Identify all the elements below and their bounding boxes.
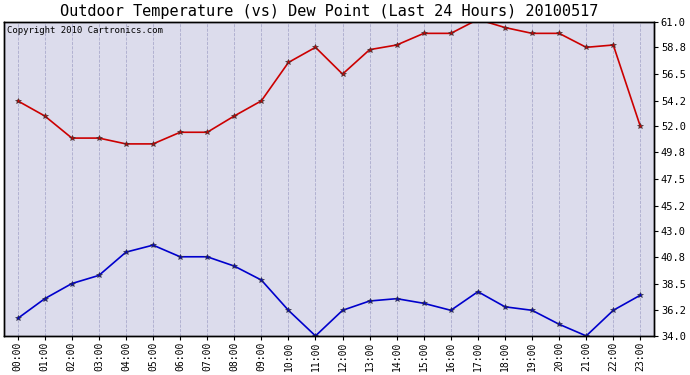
Text: Copyright 2010 Cartronics.com: Copyright 2010 Cartronics.com: [8, 26, 164, 35]
Title: Outdoor Temperature (vs) Dew Point (Last 24 Hours) 20100517: Outdoor Temperature (vs) Dew Point (Last…: [60, 4, 598, 19]
